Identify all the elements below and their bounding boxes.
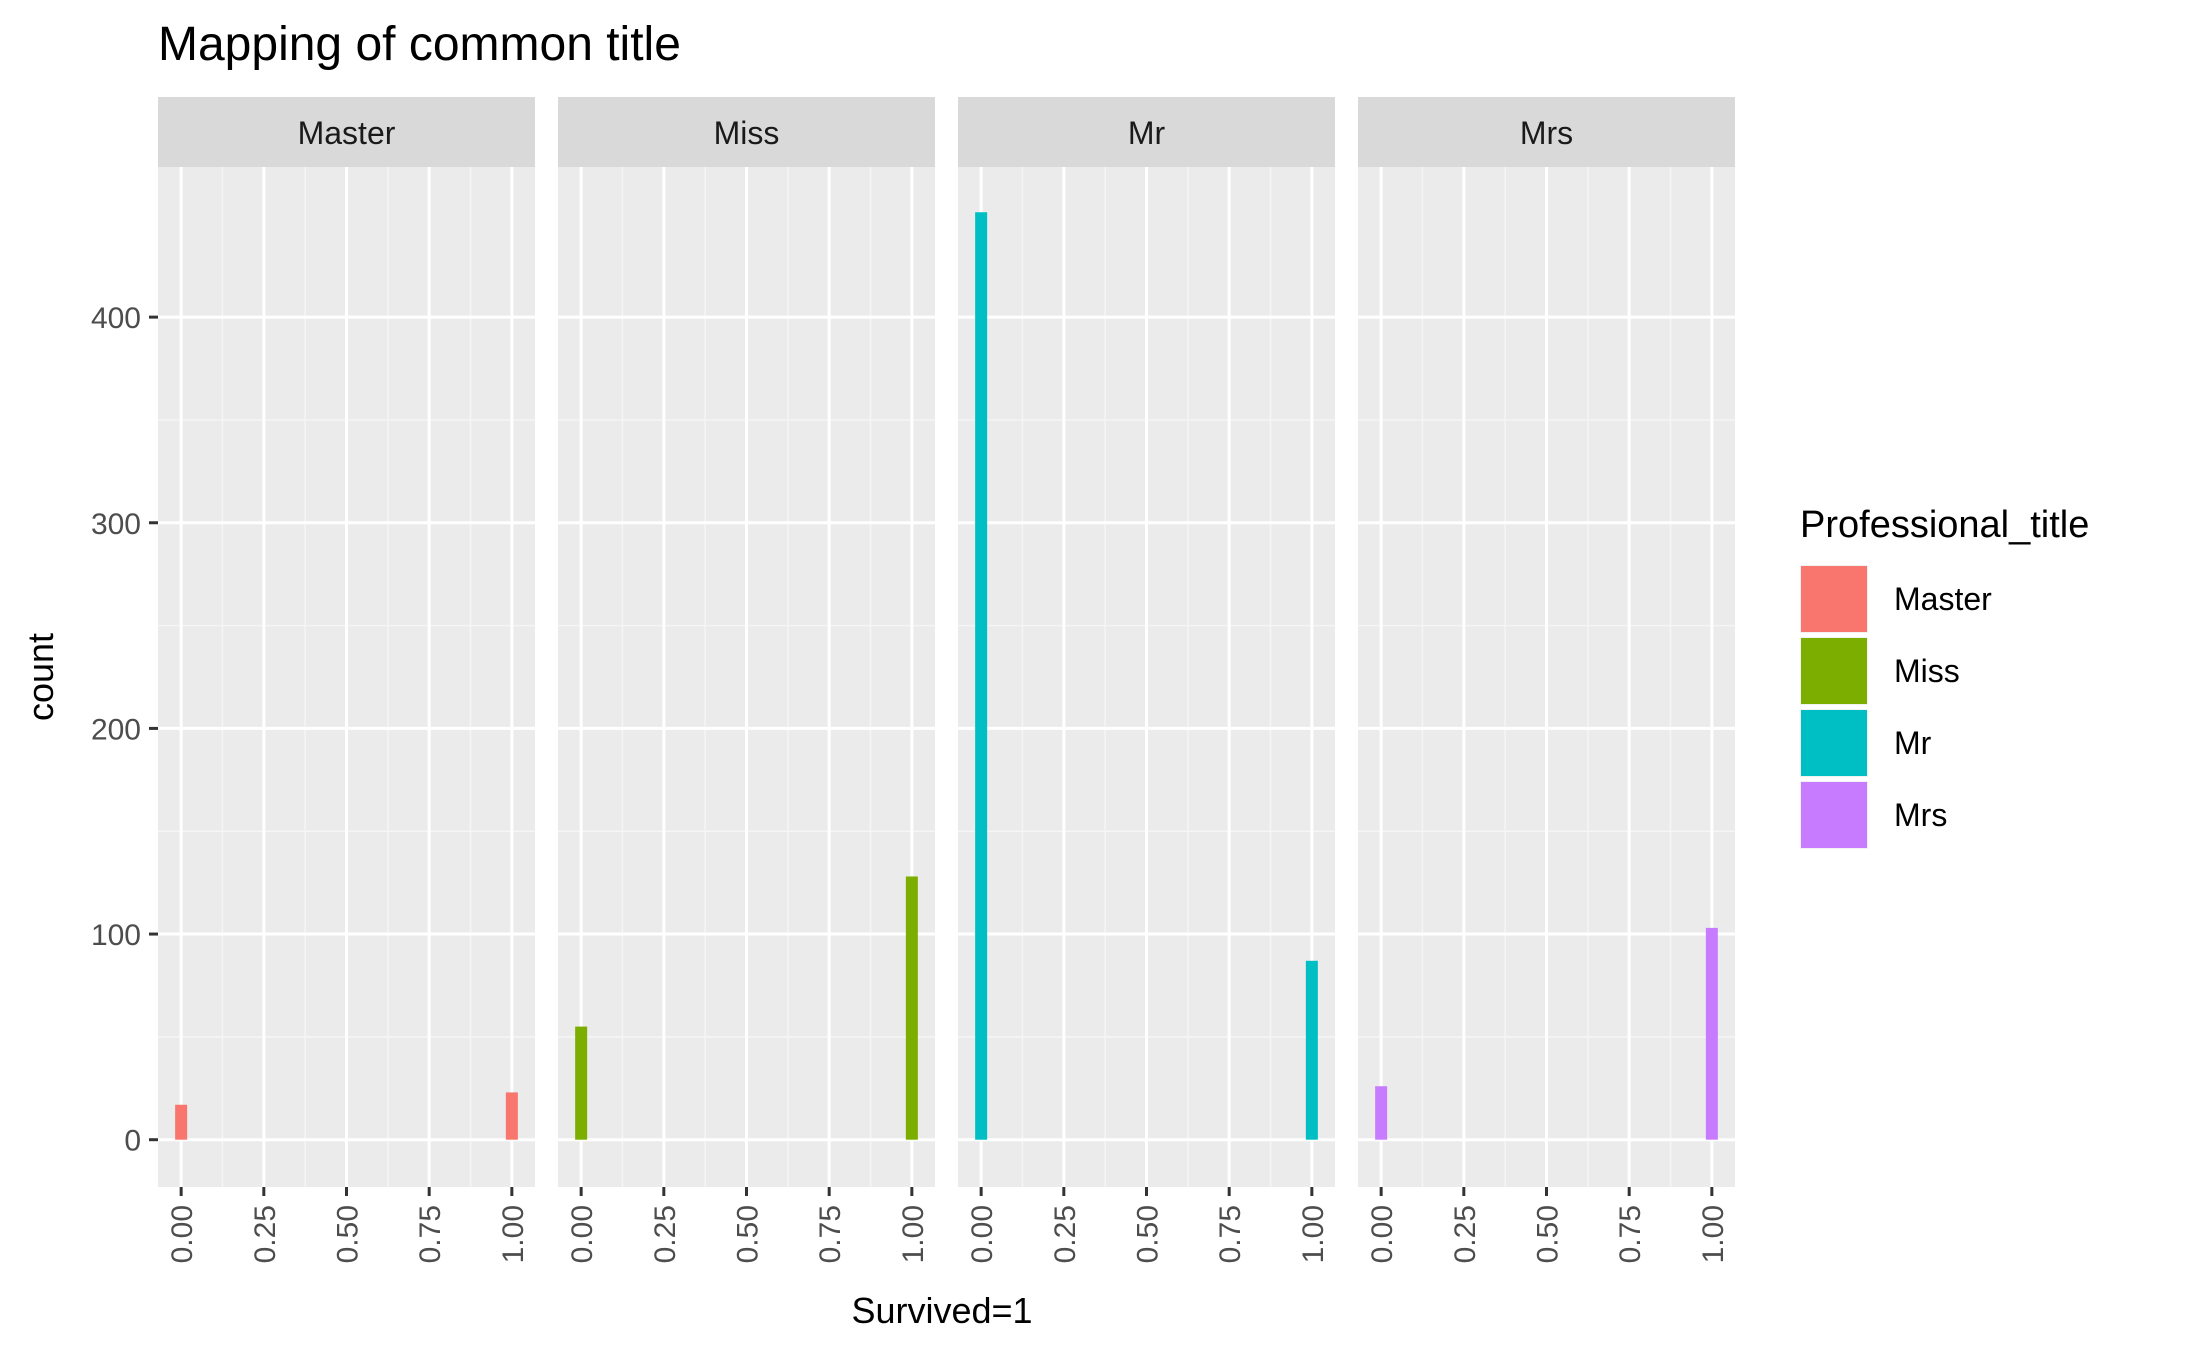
legend-swatch xyxy=(1801,782,1867,848)
bar xyxy=(1375,1086,1388,1140)
legend-item: Miss xyxy=(1800,637,1960,705)
legend-swatch xyxy=(1801,566,1867,632)
legend-item: Master xyxy=(1800,565,1992,633)
y-tick-label: 0 xyxy=(124,1125,141,1158)
x-tick-label: 0.00 xyxy=(1366,1205,1399,1263)
facet-panel: Master 0.00 0.25 0.50 0.75 1.00 xyxy=(158,97,535,1263)
legend: Professional_title Master Miss Mr Mrs xyxy=(1800,504,2089,849)
bar xyxy=(975,212,988,1140)
x-tick-label: 0.50 xyxy=(732,1205,765,1263)
bar xyxy=(1305,960,1318,1140)
x-tick-label: 0.75 xyxy=(814,1205,847,1263)
facet-strip-label: Mrs xyxy=(1520,115,1573,151)
legend-item: Mrs xyxy=(1800,781,1947,849)
x-tick-label: 0.25 xyxy=(1049,1205,1082,1263)
legend-label: Mrs xyxy=(1894,797,1947,833)
legend-swatch xyxy=(1801,638,1867,704)
x-tick-label: 1.00 xyxy=(1297,1205,1330,1263)
x-tick-label: 0.50 xyxy=(1132,1205,1165,1263)
facet-strip-label: Mr xyxy=(1128,115,1166,151)
bar xyxy=(505,1092,518,1140)
legend-items: Master Miss Mr Mrs xyxy=(1800,565,1992,849)
x-axis-label: Survived=1 xyxy=(851,1290,1032,1331)
x-tick-label: 1.00 xyxy=(497,1205,530,1263)
legend-label: Miss xyxy=(1894,653,1960,689)
facet-panel: Miss 0.00 0.25 0.50 0.75 1.00 xyxy=(558,97,935,1263)
x-tick-label: 0.25 xyxy=(249,1205,282,1263)
bar xyxy=(1705,927,1718,1140)
x-tick-label: 0.00 xyxy=(166,1205,199,1263)
facet-panel: Mrs 0.00 0.25 0.50 0.75 1.00 xyxy=(1358,97,1735,1263)
y-tick-label: 100 xyxy=(91,919,141,952)
bar xyxy=(175,1104,188,1140)
x-tick-label: 0.25 xyxy=(649,1205,682,1263)
x-tick-label: 0.00 xyxy=(566,1205,599,1263)
y-tick-label: 300 xyxy=(91,508,141,541)
x-tick-label: 0.50 xyxy=(332,1205,365,1263)
y-tick-label: 200 xyxy=(91,713,141,746)
x-tick-label: 0.75 xyxy=(1614,1205,1647,1263)
x-tick-label: 0.75 xyxy=(1214,1205,1247,1263)
y-tick-label: 400 xyxy=(91,302,141,335)
x-tick-label: 0.50 xyxy=(1532,1205,1565,1263)
y-axis-label: count xyxy=(20,633,61,721)
legend-item: Mr xyxy=(1800,709,1932,777)
facet-strip xyxy=(958,97,1335,167)
x-tick-label: 0.25 xyxy=(1449,1205,1482,1263)
facet-strip xyxy=(158,97,535,167)
bar xyxy=(575,1026,588,1140)
legend-label: Mr xyxy=(1894,725,1932,761)
legend-swatch xyxy=(1801,710,1867,776)
facet-strip-label: Miss xyxy=(714,115,780,151)
legend-label: Master xyxy=(1894,581,1992,617)
x-tick-label: 0.75 xyxy=(414,1205,447,1263)
facet-strip xyxy=(1358,97,1735,167)
x-tick-label: 1.00 xyxy=(897,1205,930,1263)
facet-panels: Master 0.00 0.25 0.50 0.75 1.00 Miss 0.00 0.25 0.… xyxy=(158,97,1735,1263)
y-axis: 0 100 200 300 400 xyxy=(91,302,158,1158)
facet-strip-label: Master xyxy=(298,115,396,151)
chart-title: Mapping of common title xyxy=(158,18,681,71)
facet-panel: Mr 0.00 0.25 0.50 0.75 1.00 xyxy=(958,97,1335,1263)
facet-strip xyxy=(558,97,935,167)
legend-title: Professional_title xyxy=(1800,504,2089,546)
x-tick-label: 1.00 xyxy=(1697,1205,1730,1263)
x-tick-label: 0.00 xyxy=(966,1205,999,1263)
bar xyxy=(905,876,918,1140)
